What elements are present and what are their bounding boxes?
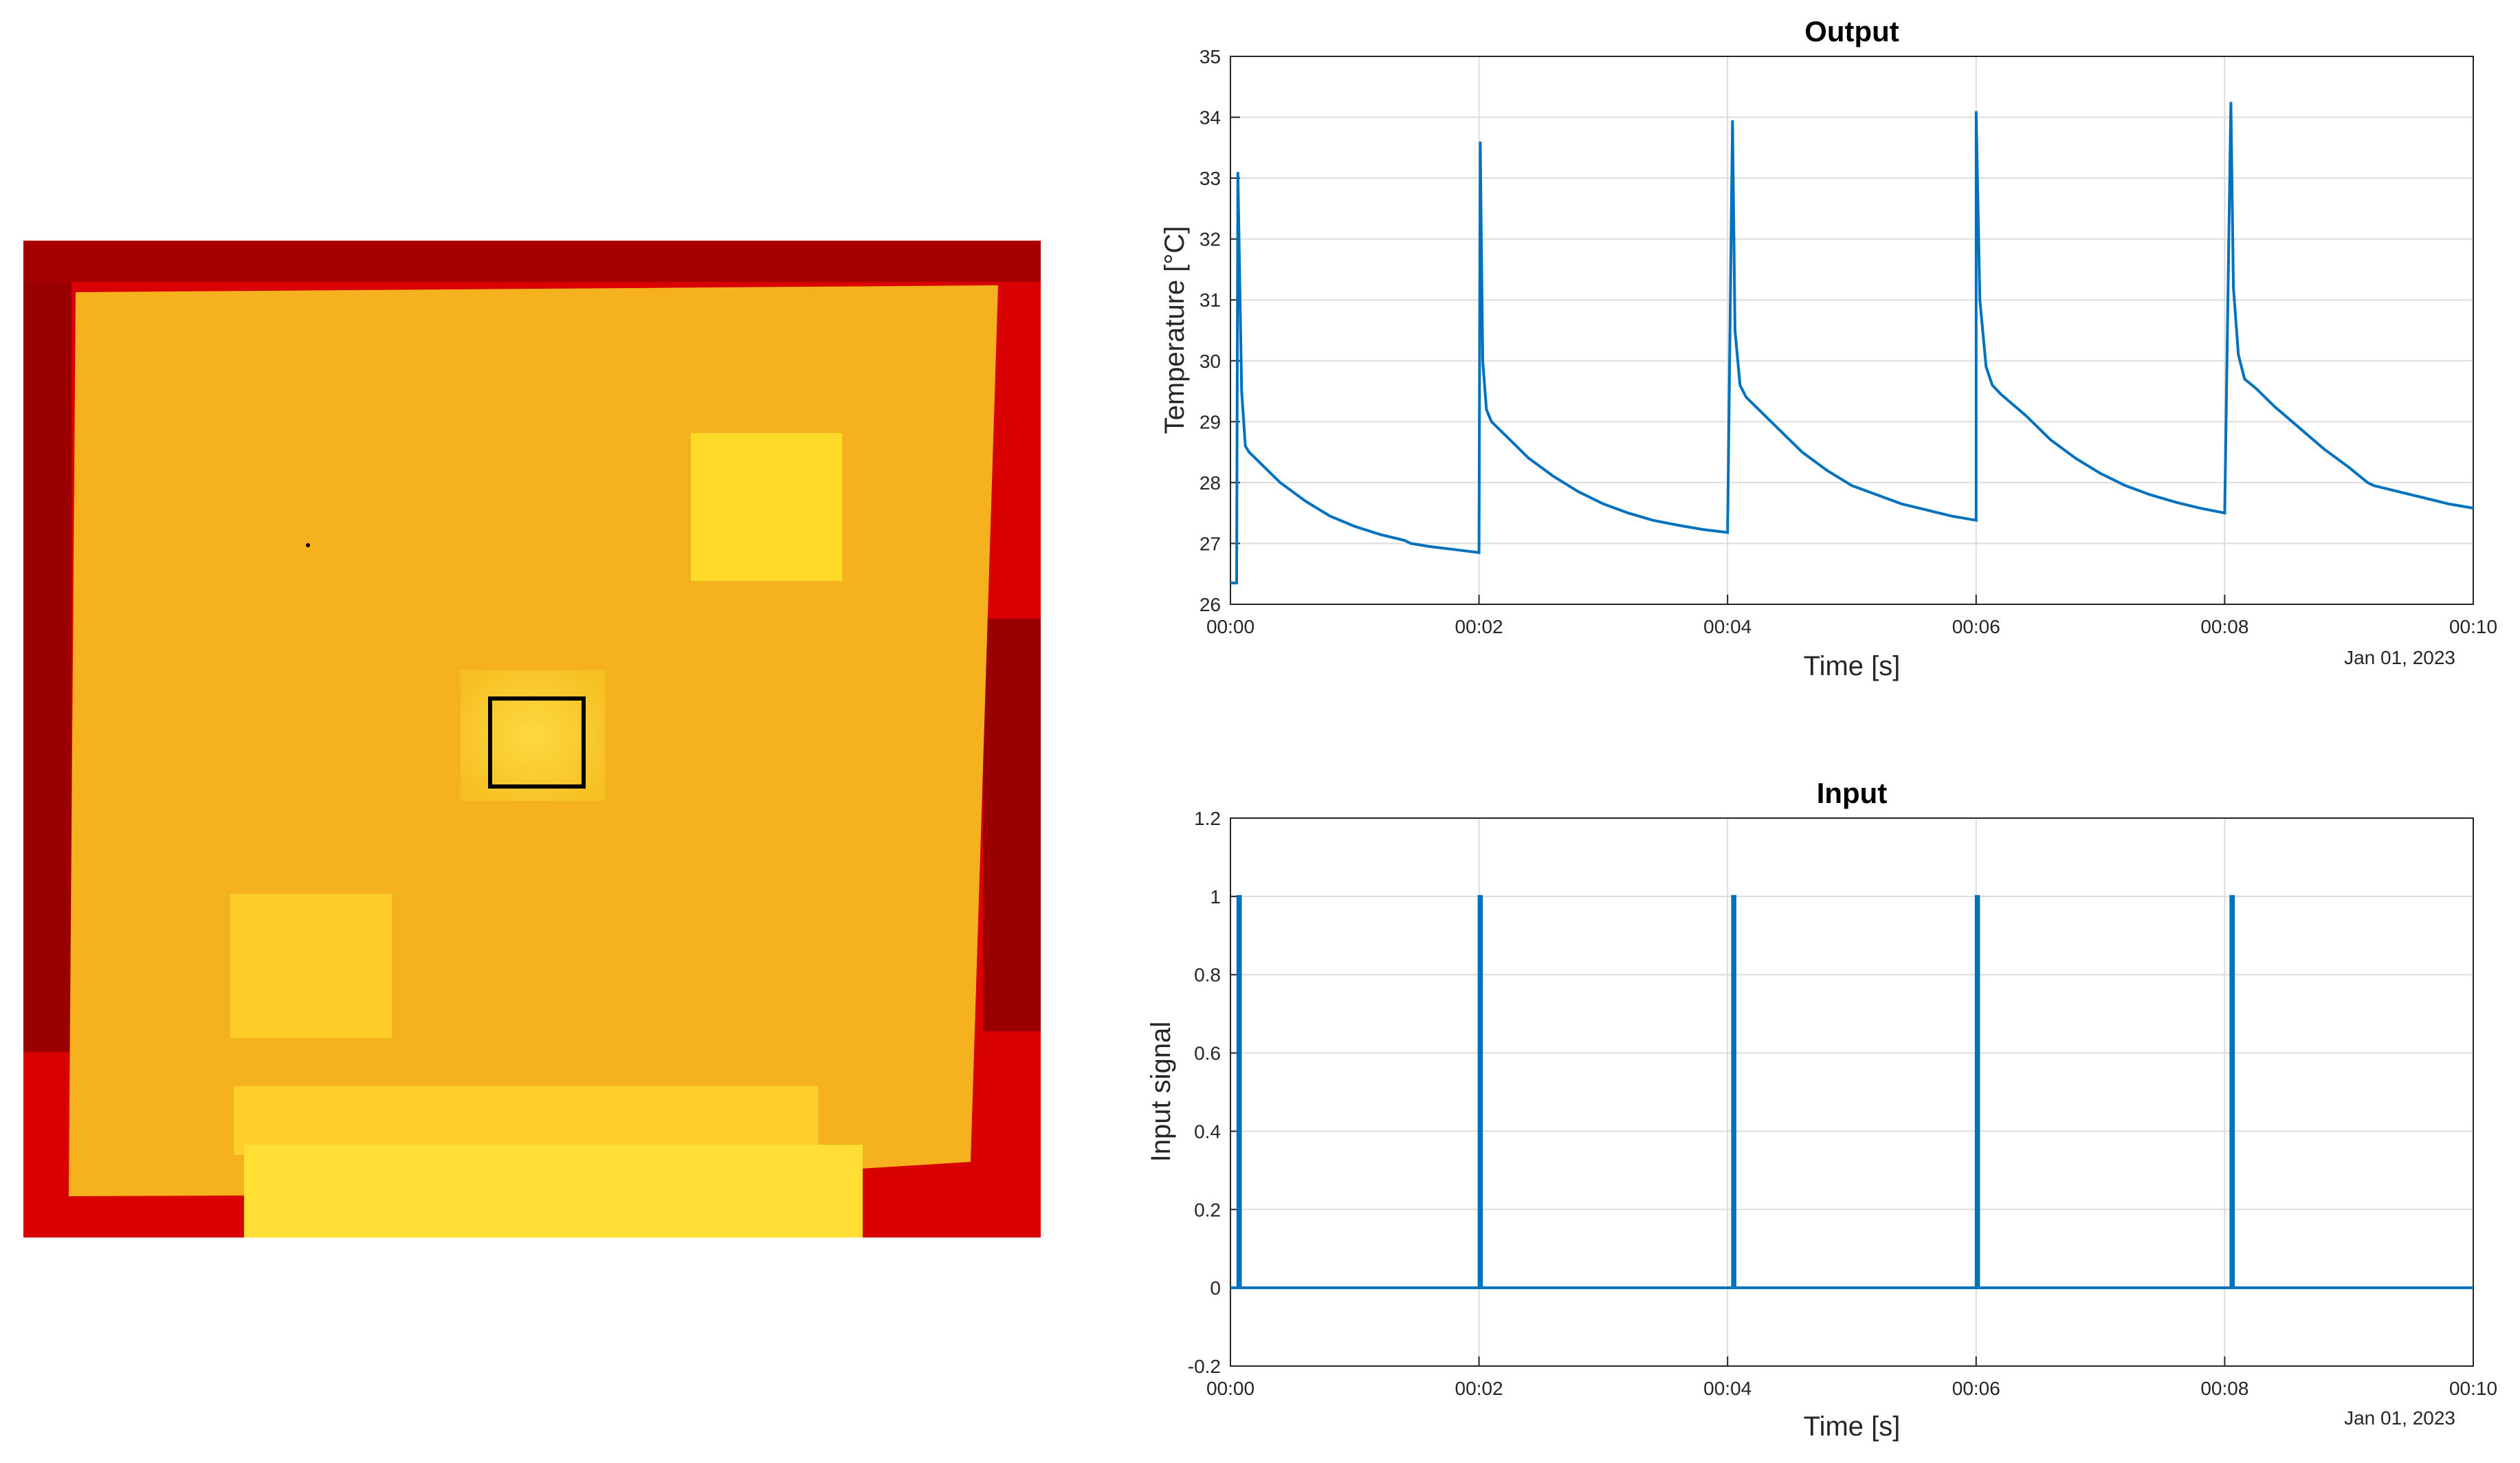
output-x-tick-label: 00:06 xyxy=(1952,616,2000,637)
thermal-hot-patch-lower-left xyxy=(230,894,392,1038)
input-x-tick-label: 00:06 xyxy=(1952,1378,2000,1399)
thermal-bottom-bar xyxy=(234,1086,818,1155)
input-y-tick-label: 0.6 xyxy=(1194,1043,1221,1064)
output-chart-title: Output xyxy=(1804,15,1899,47)
output-y-tick-label: 26 xyxy=(1200,594,1221,615)
input-y-tick-label: 1.2 xyxy=(1194,808,1221,829)
input-chart-frame xyxy=(1230,817,2474,1367)
output-y-tick-label: 29 xyxy=(1200,411,1221,432)
input-y-tick-label: 0.8 xyxy=(1194,965,1221,986)
thermal-dark-edge-top xyxy=(23,241,1041,282)
input-x-tick-label: 00:00 xyxy=(1206,1378,1255,1399)
input-y-tick-label: 0 xyxy=(1210,1277,1221,1299)
input-y-tick-label: 1 xyxy=(1210,886,1221,908)
input-chart: Input 00:00 00:02 00:04 00:06 00:08 00:10 -0.2… xyxy=(1146,777,2497,1442)
output-y-tick-label: 27 xyxy=(1200,533,1221,554)
input-chart-title: Input xyxy=(1817,777,1888,809)
output-y-tick-label: 32 xyxy=(1200,229,1221,250)
input-x-tick-label: 00:02 xyxy=(1455,1378,1503,1399)
input-x-tick-label: 00:08 xyxy=(2200,1378,2248,1399)
input-y-tick-label: -0.2 xyxy=(1188,1356,1221,1377)
thermal-dead-pixel xyxy=(306,543,310,547)
input-y-tick-label: 0.2 xyxy=(1194,1199,1221,1220)
thermal-hot-patch-upper-right xyxy=(691,433,842,581)
output-series-line xyxy=(1230,102,2474,584)
input-chart-date-label: Jan 01, 2023 xyxy=(2344,1407,2455,1429)
roi-box xyxy=(488,696,586,789)
output-y-tick-label: 33 xyxy=(1200,168,1221,189)
output-x-tick-label: 00:00 xyxy=(1206,616,1255,637)
output-y-tick-label: 34 xyxy=(1200,107,1221,129)
input-chart-xlabel: Time [s] xyxy=(1804,1411,1901,1442)
input-series-line xyxy=(1230,894,2473,1290)
output-chart-xlabel: Time [s] xyxy=(1804,651,1901,681)
output-y-tick-label: 31 xyxy=(1200,289,1221,311)
output-chart-ylabel: Temperature [°C] xyxy=(1160,226,1190,434)
output-chart-frame xyxy=(1230,56,2474,605)
thermal-bottom-block xyxy=(244,1145,863,1238)
output-y-tick-label: 35 xyxy=(1200,46,1221,67)
thermal-hot-patch-center xyxy=(461,670,605,801)
output-chart-date-label: Jan 01, 2023 xyxy=(2344,647,2455,668)
input-x-tick-label: 00:04 xyxy=(1703,1378,1751,1399)
thermal-dark-edge-right xyxy=(983,619,1041,1031)
output-y-tick-label: 30 xyxy=(1200,351,1221,372)
output-y-tick-label: 28 xyxy=(1200,472,1221,494)
output-x-tick-label: 00:02 xyxy=(1455,616,1503,637)
output-x-tick-label: 00:04 xyxy=(1703,616,1751,637)
output-chart: Output 00:00 00:02 00:04 00:06 00:08 00:10 26 2… xyxy=(1160,15,2497,681)
input-chart-ylabel: Input signal xyxy=(1146,1022,1176,1163)
output-x-tick-label: 00:10 xyxy=(2449,616,2497,637)
input-y-tick-label: 0.4 xyxy=(1194,1121,1221,1142)
thermal-dark-edge-left xyxy=(23,241,71,1052)
output-x-tick-label: 00:08 xyxy=(2200,616,2248,637)
input-x-tick-label: 00:10 xyxy=(2449,1378,2497,1399)
